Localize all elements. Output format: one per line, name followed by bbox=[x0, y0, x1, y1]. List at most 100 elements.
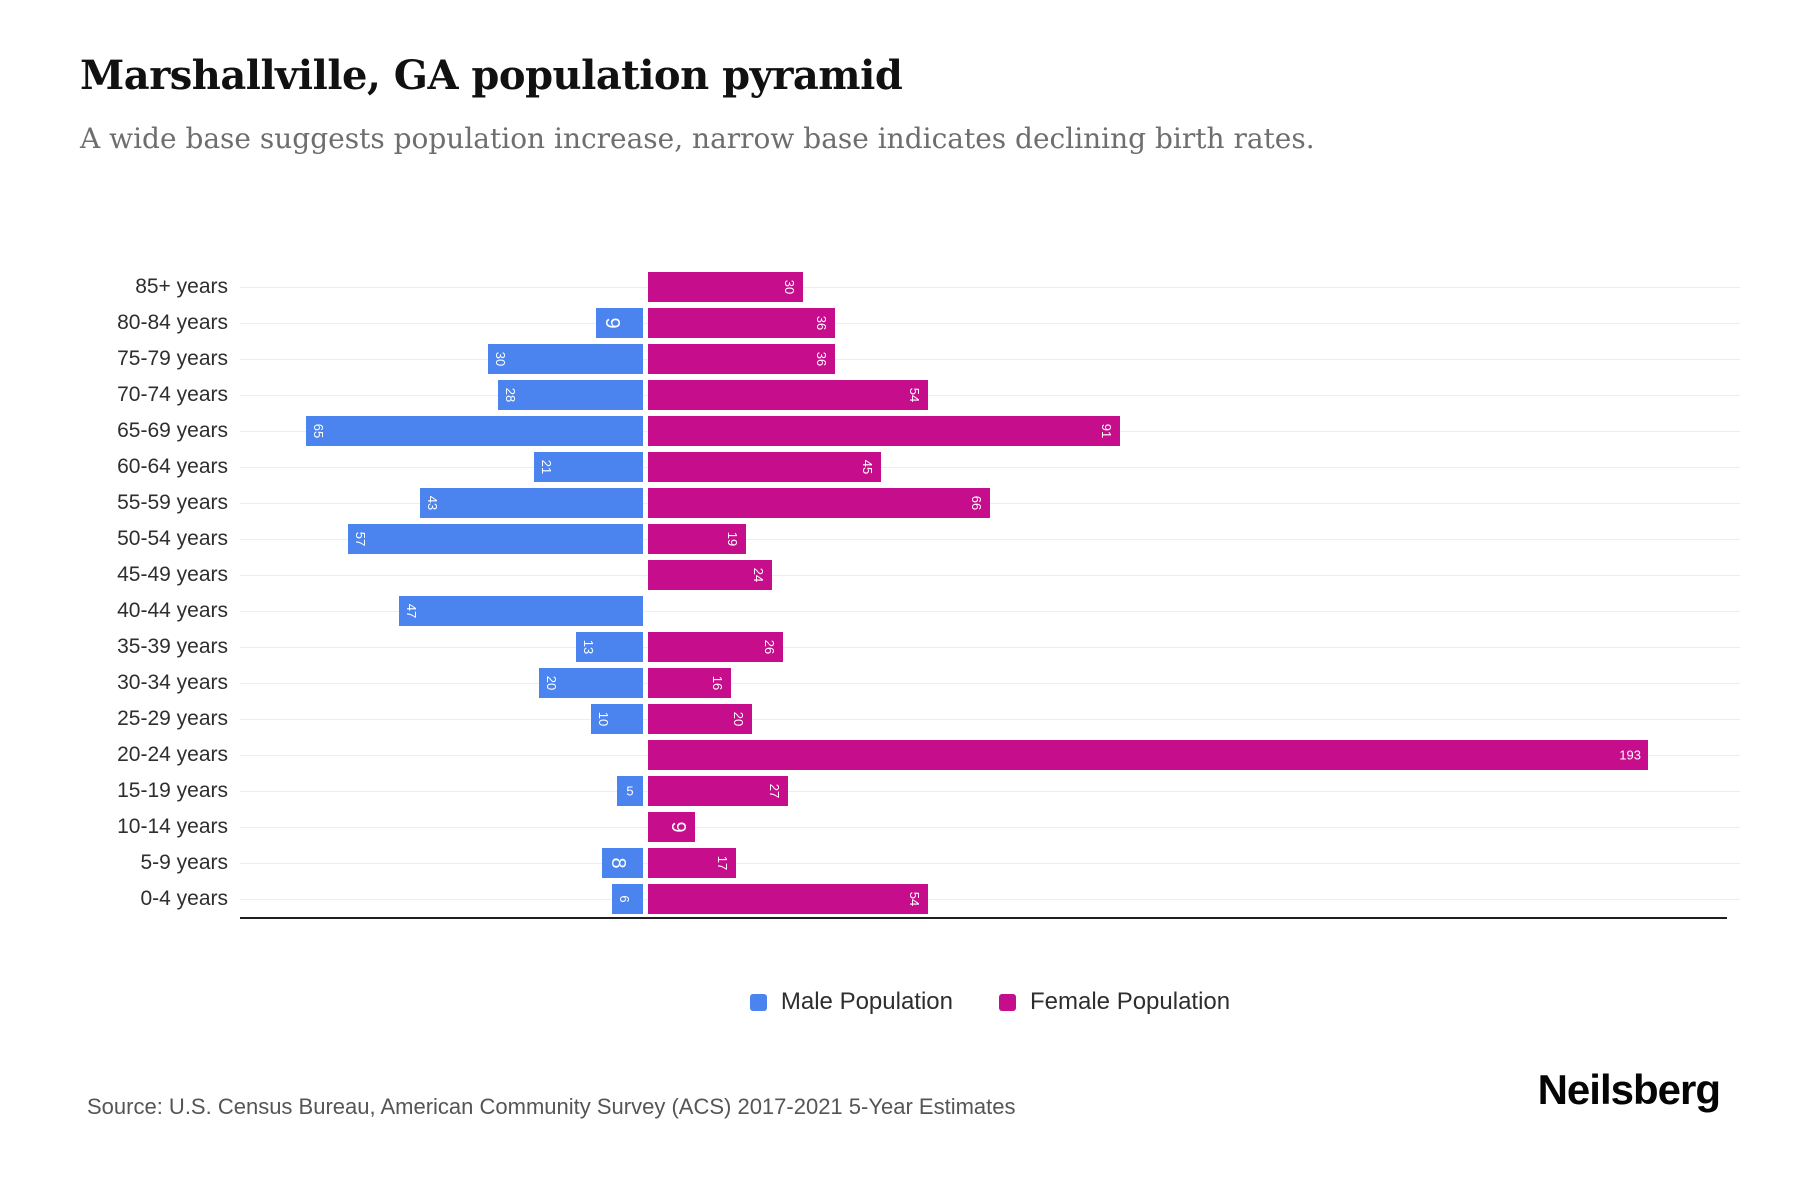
male-bar: 21 bbox=[534, 452, 643, 482]
bar-value-label: 36 bbox=[814, 351, 829, 367]
male-bar: 8 bbox=[602, 848, 643, 878]
y-axis-label: 60-64 years bbox=[117, 455, 228, 478]
bar-value-label: 47 bbox=[404, 603, 419, 619]
x-axis-baseline bbox=[240, 917, 1727, 919]
gridline bbox=[240, 395, 1740, 396]
female-bar: 9 bbox=[648, 812, 695, 842]
y-axis-label: 15-19 years bbox=[117, 779, 228, 802]
gridline bbox=[240, 647, 1740, 648]
bar-value-label: 8 bbox=[607, 857, 629, 869]
bar-value-label: 65 bbox=[311, 423, 326, 439]
gridline bbox=[240, 899, 1740, 900]
y-axis-category-labels: 85+ years 80-84 years 75-79 years 70-74 yea… bbox=[40, 260, 228, 920]
male-bar: 57 bbox=[348, 524, 643, 554]
legend-item-female[interactable]: Female Population bbox=[999, 988, 1230, 1016]
bar-value-label: 28 bbox=[503, 387, 518, 403]
y-axis-label: 5-9 years bbox=[140, 851, 228, 874]
female-bar: 193 bbox=[648, 740, 1648, 770]
gridline bbox=[240, 323, 1740, 324]
female-bar: 30 bbox=[648, 272, 803, 302]
female-bar: 36 bbox=[648, 308, 835, 338]
bar-value-label: 24 bbox=[751, 567, 766, 583]
male-bar: 20 bbox=[539, 668, 643, 698]
bar-value-label: 9 bbox=[667, 821, 689, 833]
y-axis-label: 25-29 years bbox=[117, 707, 228, 730]
female-bar: 66 bbox=[648, 488, 990, 518]
chart-legend: Male Population Female Population bbox=[240, 988, 1740, 1016]
bar-value-label: 193 bbox=[1619, 747, 1641, 763]
bar-value-label: 36 bbox=[814, 315, 829, 331]
male-bar: 9 bbox=[596, 308, 643, 338]
bar-value-label: 16 bbox=[710, 675, 725, 691]
male-legend-swatch-icon bbox=[749, 993, 767, 1011]
gridline bbox=[240, 683, 1740, 684]
bar-value-label: 66 bbox=[969, 495, 984, 511]
male-bar: 13 bbox=[576, 632, 643, 662]
female-legend-label: Female Population bbox=[1030, 988, 1231, 1015]
male-bar: 28 bbox=[498, 380, 643, 410]
bar-value-label: 27 bbox=[767, 783, 782, 799]
bar-value-label: 21 bbox=[539, 459, 554, 475]
bar-value-label: 54 bbox=[907, 387, 922, 403]
male-bar: 10 bbox=[591, 704, 643, 734]
neilsberg-logo: Neilsberg bbox=[1537, 1066, 1721, 1113]
y-axis-label: 75-79 years bbox=[117, 347, 228, 370]
bar-value-label: 54 bbox=[907, 891, 922, 907]
y-axis-label: 50-54 years bbox=[117, 527, 228, 550]
bar-value-label: 43 bbox=[425, 495, 440, 511]
male-bar: 5 bbox=[617, 776, 643, 806]
female-bar: 24 bbox=[648, 560, 772, 590]
female-bar: 16 bbox=[648, 668, 731, 698]
gridline bbox=[240, 791, 1740, 792]
female-bar: 20 bbox=[648, 704, 752, 734]
female-bar: 26 bbox=[648, 632, 783, 662]
y-axis-label: 0-4 years bbox=[140, 887, 228, 910]
source-attribution: Source: U.S. Census Bureau, American Com… bbox=[87, 1094, 1016, 1119]
bar-value-label: 91 bbox=[1099, 423, 1114, 439]
gridline bbox=[240, 503, 1740, 504]
male-bar: 43 bbox=[420, 488, 643, 518]
female-legend-swatch-icon bbox=[999, 993, 1016, 1011]
gridline bbox=[240, 863, 1740, 864]
male-bar: 6 bbox=[612, 884, 643, 914]
y-axis-label: 85+ years bbox=[135, 275, 228, 298]
bar-value-label: 26 bbox=[762, 639, 777, 655]
y-axis-label: 20-24 years bbox=[117, 743, 228, 766]
y-axis-label: 55-59 years bbox=[117, 491, 228, 514]
page-subtitle: A wide base suggests population increase… bbox=[80, 122, 1315, 155]
bar-value-label: 19 bbox=[725, 531, 740, 547]
bar-value-label: 30 bbox=[782, 279, 797, 295]
female-bar: 19 bbox=[648, 524, 746, 554]
female-bar: 91 bbox=[648, 416, 1120, 446]
y-axis-label: 40-44 years bbox=[117, 599, 228, 622]
bar-value-label: 20 bbox=[731, 711, 746, 727]
legend-item-male[interactable]: Male Population bbox=[749, 988, 953, 1016]
y-axis-label: 45-49 years bbox=[117, 563, 228, 586]
male-bar: 30 bbox=[488, 344, 643, 374]
male-legend-label: Male Population bbox=[780, 988, 953, 1015]
bar-value-label: 10 bbox=[596, 711, 611, 727]
y-axis-label: 10-14 years bbox=[117, 815, 228, 838]
female-bar: 54 bbox=[648, 380, 928, 410]
female-bar: 54 bbox=[648, 884, 928, 914]
y-axis-label: 35-39 years bbox=[117, 635, 228, 658]
bar-value-label: 6 bbox=[617, 895, 632, 903]
bar-value-label: 5 bbox=[626, 783, 634, 799]
bar-value-label: 20 bbox=[544, 675, 559, 691]
male-bar: 65 bbox=[306, 416, 643, 446]
bar-value-label: 57 bbox=[353, 531, 368, 547]
female-bar: 17 bbox=[648, 848, 736, 878]
gridline bbox=[240, 539, 1740, 540]
female-bar: 45 bbox=[648, 452, 881, 482]
chart-plot-area: 30 9 36 30 36 28 54 65 91 21 45 43 66 57 19 24 47 13 26 20 1… bbox=[240, 260, 1740, 919]
gridline bbox=[240, 575, 1740, 576]
bar-value-label: 45 bbox=[860, 459, 875, 475]
gridline bbox=[240, 467, 1740, 468]
female-bar: 27 bbox=[648, 776, 788, 806]
female-bar: 36 bbox=[648, 344, 835, 374]
gridline bbox=[240, 287, 1740, 288]
gridline bbox=[240, 827, 1740, 828]
male-bar: 47 bbox=[399, 596, 643, 626]
page-title: Marshallville, GA population pyramid bbox=[80, 52, 903, 99]
bar-value-label: 30 bbox=[493, 351, 508, 367]
